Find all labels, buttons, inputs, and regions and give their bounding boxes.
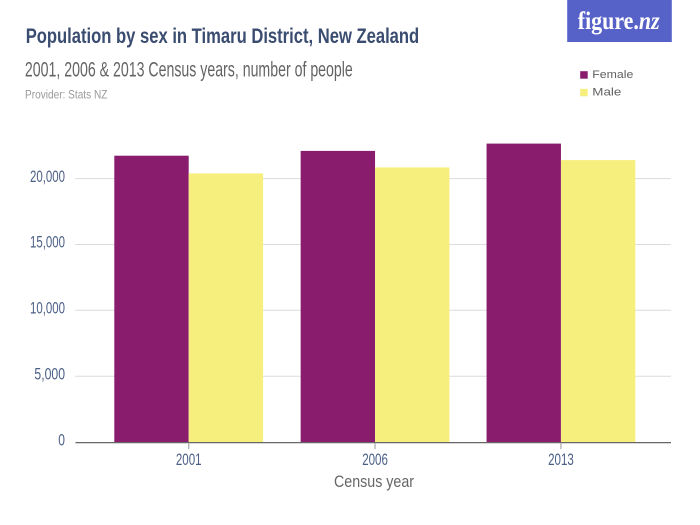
svg-text:figure.nz: figure.nz (578, 8, 660, 35)
svg-text:20,000: 20,000 (30, 168, 65, 186)
svg-text:2001, 2006 & 2013 Census years: 2001, 2006 & 2013 Census years, number o… (25, 58, 353, 81)
svg-text:10,000: 10,000 (30, 300, 65, 318)
svg-text:15,000: 15,000 (30, 234, 65, 252)
svg-text:5,000: 5,000 (34, 365, 65, 383)
svg-text:2001: 2001 (176, 451, 202, 469)
svg-text:2013: 2013 (548, 451, 574, 469)
svg-text:Female: Female (592, 69, 633, 81)
svg-text:0: 0 (58, 431, 65, 449)
svg-text:Male: Male (592, 87, 621, 99)
svg-text:Census year: Census year (334, 472, 414, 491)
svg-text:2006: 2006 (362, 451, 388, 469)
svg-text:Population by sex in Timaru Di: Population by sex in Timaru District, Ne… (26, 25, 420, 48)
svg-text:Provider: Stats NZ: Provider: Stats NZ (25, 88, 108, 102)
